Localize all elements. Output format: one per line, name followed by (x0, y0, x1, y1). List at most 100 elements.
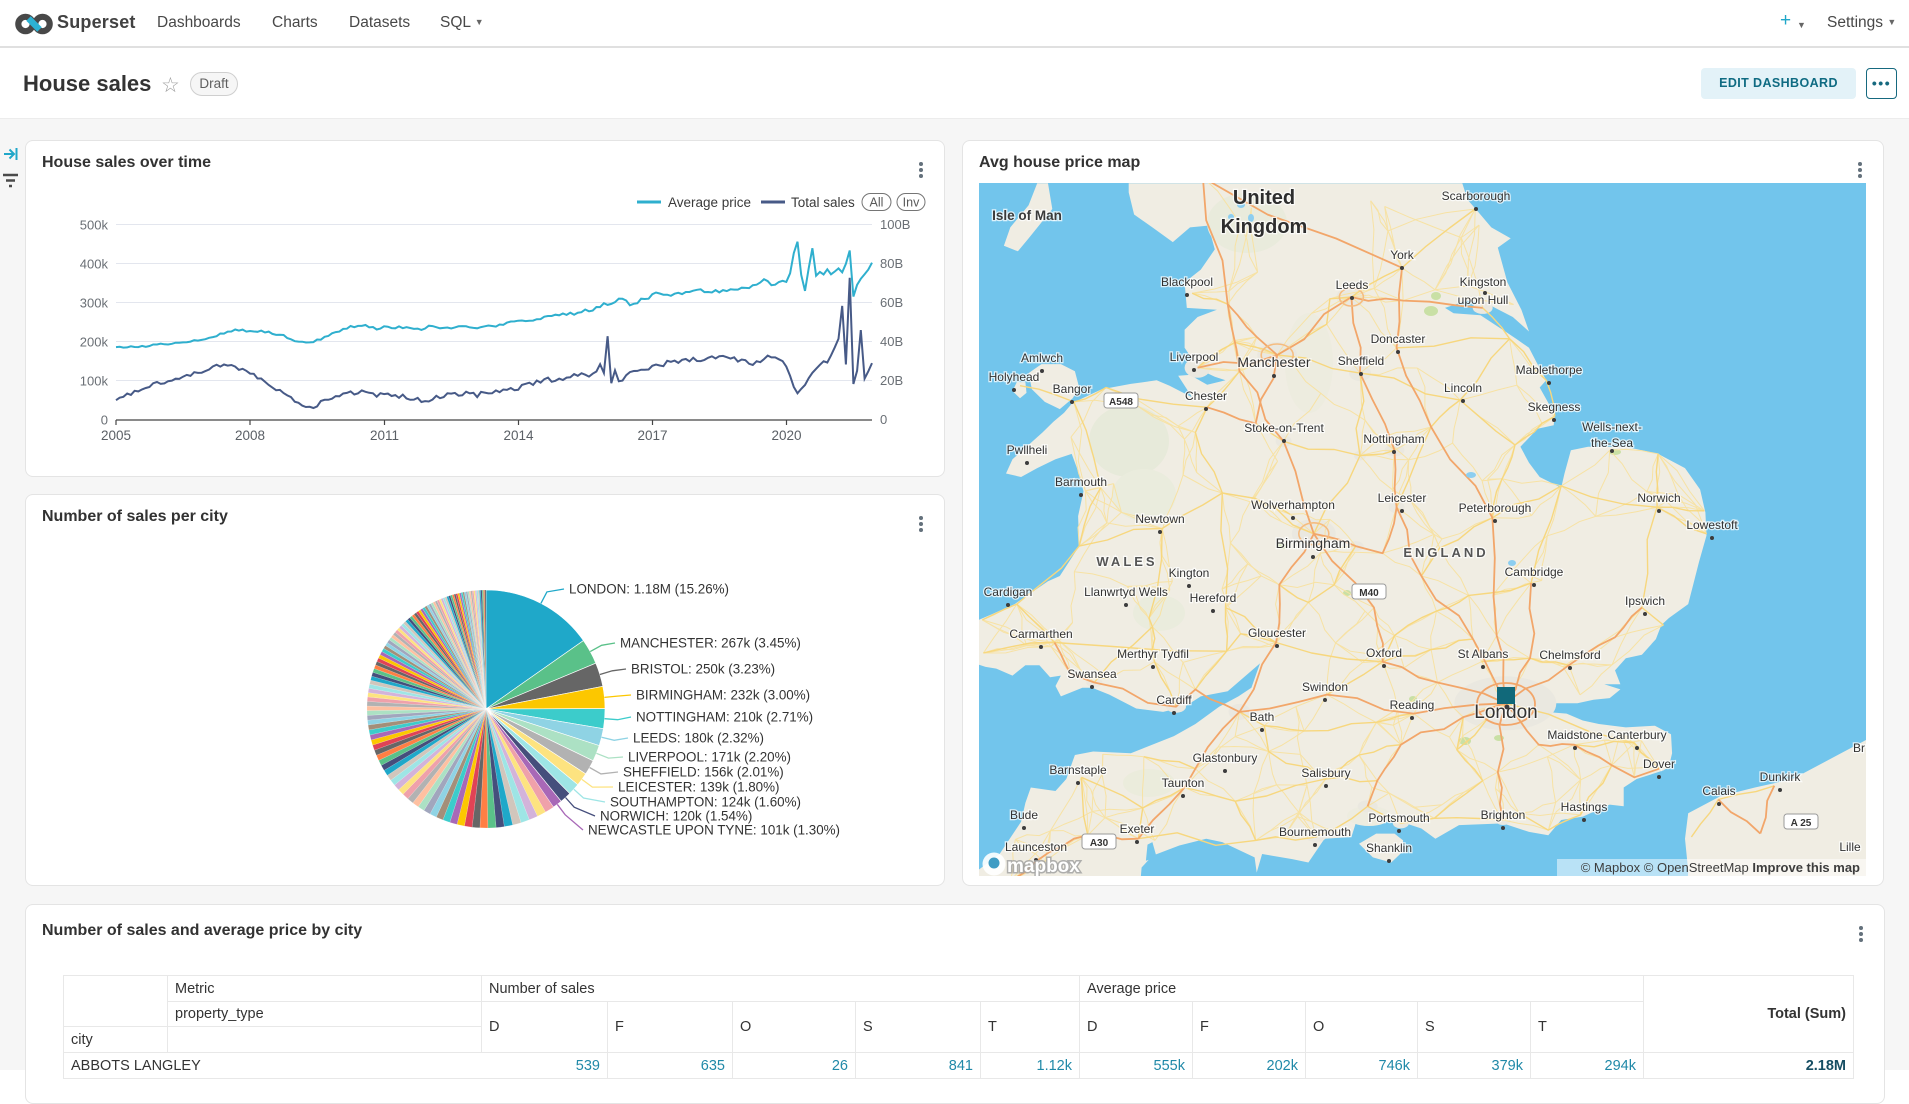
svg-text:Nottingham: Nottingham (1363, 432, 1424, 446)
svg-text:Manchester: Manchester (1237, 354, 1310, 370)
svg-text:Scarborough: Scarborough (1442, 189, 1511, 203)
svg-text:Hastings: Hastings (1561, 800, 1608, 814)
svg-text:Cambridge: Cambridge (1505, 565, 1564, 579)
svg-text:Swansea: Swansea (1067, 667, 1117, 681)
svg-text:SHEFFIELD: 156k (2.01%): SHEFFIELD: 156k (2.01%) (623, 765, 784, 780)
svg-text:Stoke-on-Trent: Stoke-on-Trent (1244, 421, 1324, 435)
svg-text:Isle of Man: Isle of Man (992, 208, 1062, 223)
svg-text:United: United (1233, 187, 1295, 209)
svg-text:Kingdom: Kingdom (1221, 216, 1308, 238)
svg-text:Exeter: Exeter (1120, 822, 1155, 836)
svg-text:Norwich: Norwich (1637, 491, 1680, 505)
svg-text:© Mapbox © OpenStreetMap Impro: © Mapbox © OpenStreetMap Improve this ma… (1581, 860, 1860, 875)
svg-text:Chelmsford: Chelmsford (1539, 648, 1600, 662)
svg-text:A30: A30 (1090, 838, 1109, 849)
svg-text:St Albans: St Albans (1458, 647, 1509, 661)
svg-text:Average price: Average price (668, 195, 751, 210)
svg-text:WALES: WALES (1096, 554, 1157, 569)
svg-text:NOTTINGHAM: 210k (2.71%): NOTTINGHAM: 210k (2.71%) (636, 710, 813, 725)
svg-text:0: 0 (101, 413, 108, 428)
svg-text:Carmarthen: Carmarthen (1009, 627, 1072, 641)
svg-text:Bournemouth: Bournemouth (1279, 825, 1351, 839)
svg-text:NEWCASTLE UPON TYNE: 101k (1.3: NEWCASTLE UPON TYNE: 101k (1.30%) (588, 823, 840, 838)
svg-text:2008: 2008 (235, 428, 265, 443)
svg-text:Leicester: Leicester (1378, 491, 1427, 505)
svg-text:Lille: Lille (1839, 840, 1861, 854)
svg-text:Calais: Calais (1702, 784, 1735, 798)
svg-text:100B: 100B (880, 217, 910, 232)
svg-text:Dunkirk: Dunkirk (1760, 770, 1802, 784)
svg-text:Maidstone: Maidstone (1547, 728, 1603, 742)
svg-text:Llanwrtyd Wells: Llanwrtyd Wells (1084, 585, 1168, 599)
svg-text:Blackpool: Blackpool (1161, 275, 1213, 289)
svg-text:BRISTOL: 250k (3.23%): BRISTOL: 250k (3.23%) (631, 662, 775, 677)
svg-text:Gloucester: Gloucester (1248, 626, 1306, 640)
svg-text:Ipswich: Ipswich (1625, 594, 1665, 608)
svg-text:Shanklin: Shanklin (1366, 841, 1412, 855)
svg-text:Hereford: Hereford (1190, 591, 1237, 605)
svg-text:Leeds: Leeds (1336, 278, 1369, 292)
svg-text:Reading: Reading (1390, 698, 1435, 712)
svg-text:80B: 80B (880, 256, 903, 271)
svg-text:Salisbury: Salisbury (1301, 766, 1350, 780)
svg-text:LEEDS: 180k (2.32%): LEEDS: 180k (2.32%) (633, 731, 764, 746)
svg-text:Inv: Inv (903, 196, 920, 210)
svg-text:Liverpool: Liverpool (1170, 350, 1219, 364)
svg-text:Portsmouth: Portsmouth (1368, 811, 1429, 825)
svg-text:Skegness: Skegness (1528, 400, 1581, 414)
svg-text:Wells-next-: Wells-next- (1582, 420, 1642, 434)
svg-text:MANCHESTER: 267k (3.45%): MANCHESTER: 267k (3.45%) (620, 636, 801, 651)
svg-text:Wolverhampton: Wolverhampton (1251, 498, 1335, 512)
svg-text:2011: 2011 (370, 428, 399, 443)
svg-text:A 25: A 25 (1791, 818, 1812, 829)
svg-text:Launceston: Launceston (1005, 840, 1067, 854)
svg-text:Chester: Chester (1185, 389, 1227, 403)
svg-text:upon Hull: upon Hull (1458, 293, 1509, 307)
svg-text:Canterbury: Canterbury (1607, 728, 1666, 742)
svg-text:500k: 500k (80, 218, 109, 233)
svg-text:Barnstaple: Barnstaple (1049, 763, 1107, 777)
svg-text:All: All (870, 196, 884, 210)
svg-text:Dover: Dover (1643, 757, 1675, 771)
svg-text:the-Sea: the-Sea (1591, 436, 1633, 450)
svg-text:Merthyr Tydfil: Merthyr Tydfil (1117, 647, 1189, 661)
svg-text:Kington: Kington (1169, 566, 1210, 580)
svg-text:LEICESTER: 139k (1.80%): LEICESTER: 139k (1.80%) (618, 780, 780, 795)
svg-text:A548: A548 (1109, 397, 1133, 408)
svg-text:20B: 20B (880, 373, 903, 388)
svg-text:M40: M40 (1359, 588, 1379, 599)
svg-text:Kingston: Kingston (1460, 275, 1507, 289)
svg-text:200k: 200k (80, 335, 109, 350)
svg-text:Taunton: Taunton (1162, 776, 1205, 790)
svg-text:Glastonbury: Glastonbury (1193, 751, 1258, 765)
svg-text:60B: 60B (880, 295, 903, 310)
svg-text:Brighton: Brighton (1481, 808, 1526, 822)
svg-text:NORWICH: 120k (1.54%): NORWICH: 120k (1.54%) (600, 809, 752, 824)
svg-text:2017: 2017 (637, 428, 667, 443)
svg-text:Oxford: Oxford (1366, 646, 1402, 660)
svg-text:Cardigan: Cardigan (984, 585, 1033, 599)
svg-text:Pwllheli: Pwllheli (1007, 443, 1048, 457)
svg-text:Newtown: Newtown (1135, 512, 1184, 526)
svg-text:Holyhead: Holyhead (989, 370, 1040, 384)
svg-text:2014: 2014 (503, 428, 534, 443)
svg-text:2005: 2005 (101, 428, 131, 443)
svg-text:Total sales: Total sales (791, 195, 855, 210)
svg-text:Peterborough: Peterborough (1459, 501, 1532, 515)
svg-text:100k: 100k (80, 374, 109, 389)
svg-text:400k: 400k (80, 257, 109, 272)
svg-text:Bath: Bath (1250, 710, 1275, 724)
svg-text:Lincoln: Lincoln (1444, 381, 1482, 395)
svg-text:Bude: Bude (1010, 808, 1038, 822)
svg-text:Birmingham: Birmingham (1276, 535, 1351, 551)
svg-text:Amlwch: Amlwch (1021, 351, 1063, 365)
svg-text:York: York (1390, 248, 1415, 262)
svg-text:0: 0 (880, 412, 887, 427)
svg-text:Barmouth: Barmouth (1055, 475, 1107, 489)
svg-text:ENGLAND: ENGLAND (1403, 545, 1488, 560)
svg-text:Swindon: Swindon (1302, 680, 1348, 694)
svg-text:Bangor: Bangor (1053, 382, 1092, 396)
svg-text:2020: 2020 (771, 428, 801, 443)
svg-text:300k: 300k (80, 296, 109, 311)
svg-text:Br: Br (1853, 741, 1865, 755)
